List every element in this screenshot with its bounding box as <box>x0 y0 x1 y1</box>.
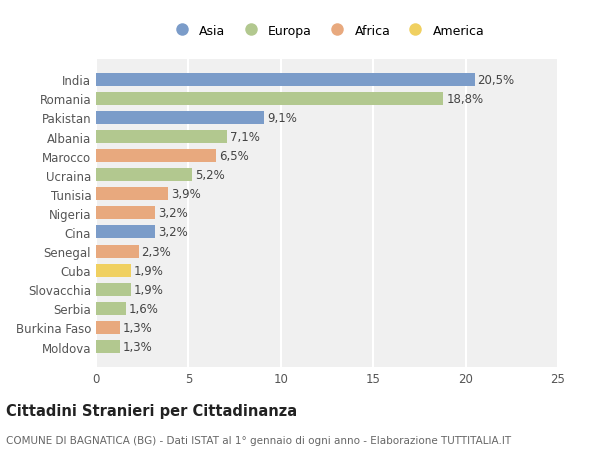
Bar <box>96 207 155 220</box>
Bar <box>96 93 443 106</box>
Text: 7,1%: 7,1% <box>230 131 260 144</box>
Text: 5,2%: 5,2% <box>195 169 224 182</box>
Bar <box>96 131 227 144</box>
Bar <box>96 150 216 163</box>
Bar <box>96 283 131 296</box>
Legend: Asia, Europa, Africa, America: Asia, Europa, Africa, America <box>164 20 490 43</box>
Text: 1,6%: 1,6% <box>128 302 158 315</box>
Bar <box>96 169 192 182</box>
Bar <box>96 112 264 125</box>
Text: 3,2%: 3,2% <box>158 226 188 239</box>
Bar <box>96 264 131 277</box>
Bar <box>96 321 120 334</box>
Text: Cittadini Stranieri per Cittadinanza: Cittadini Stranieri per Cittadinanza <box>6 403 297 419</box>
Text: 9,1%: 9,1% <box>267 112 297 125</box>
Text: COMUNE DI BAGNATICA (BG) - Dati ISTAT al 1° gennaio di ogni anno - Elaborazione : COMUNE DI BAGNATICA (BG) - Dati ISTAT al… <box>6 435 511 445</box>
Bar <box>96 340 120 353</box>
Bar <box>96 188 168 201</box>
Text: 1,9%: 1,9% <box>134 264 164 277</box>
Text: 1,9%: 1,9% <box>134 283 164 296</box>
Text: 18,8%: 18,8% <box>446 93 484 106</box>
Text: 1,3%: 1,3% <box>123 321 152 334</box>
Bar <box>96 245 139 258</box>
Text: 3,2%: 3,2% <box>158 207 188 220</box>
Text: 2,3%: 2,3% <box>141 245 171 258</box>
Text: 1,3%: 1,3% <box>123 340 152 353</box>
Bar <box>96 73 475 87</box>
Text: 6,5%: 6,5% <box>219 150 248 163</box>
Text: 3,9%: 3,9% <box>171 188 200 201</box>
Bar <box>96 226 155 239</box>
Text: 20,5%: 20,5% <box>478 73 515 87</box>
Bar <box>96 302 125 315</box>
